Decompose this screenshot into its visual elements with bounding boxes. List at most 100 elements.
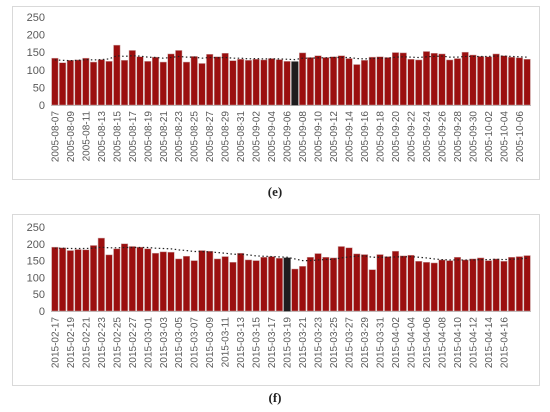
bar xyxy=(244,259,252,312)
bar xyxy=(198,250,206,312)
x-tick-label: 2005-10-06 xyxy=(515,111,526,163)
x-tick-label: 2015-03-25 xyxy=(329,317,340,369)
x-tick-label: 2015-03-19 xyxy=(283,317,294,369)
x-tick-label: 2005-08-13 xyxy=(97,111,108,163)
bar xyxy=(291,268,299,312)
x-tick-label: 2015-04-14 xyxy=(484,317,495,369)
y-tick-label: 0 xyxy=(39,100,45,112)
bar xyxy=(221,256,229,312)
bar xyxy=(407,254,415,312)
x-tick-label: 2015-03-31 xyxy=(376,317,387,369)
bar xyxy=(461,259,469,312)
bar xyxy=(190,260,198,312)
bar xyxy=(136,56,144,106)
bar xyxy=(74,249,82,312)
bar xyxy=(477,257,485,312)
x-tick-label: 2015-03-27 xyxy=(345,317,356,369)
bar xyxy=(260,59,268,106)
bar xyxy=(260,256,268,312)
bar xyxy=(113,248,121,312)
x-tick-label: 2005-08-11 xyxy=(81,111,92,162)
bar xyxy=(213,258,221,312)
bar xyxy=(175,50,183,106)
bar xyxy=(515,256,523,312)
bar xyxy=(322,256,330,312)
bar xyxy=(268,256,276,312)
bar xyxy=(353,253,361,312)
bar xyxy=(213,56,221,106)
x-tick-label: 2015-04-06 xyxy=(422,317,433,369)
x-tick-label: 2005-08-23 xyxy=(174,111,185,163)
bar xyxy=(368,56,376,106)
bar xyxy=(492,53,500,106)
bar xyxy=(330,257,338,312)
x-tick-label: 2005-09-02 xyxy=(252,111,263,163)
caption-f: (f) xyxy=(268,390,282,405)
x-tick-label: 2005-09-24 xyxy=(422,111,433,163)
bar xyxy=(314,55,322,106)
bar xyxy=(136,246,144,312)
bar xyxy=(438,259,446,312)
x-tick-label: 2015-02-25 xyxy=(112,317,123,369)
x-tick-label: 2015-03-17 xyxy=(267,317,278,369)
x-tick-label: 2015-04-08 xyxy=(437,317,448,369)
bar xyxy=(159,61,167,106)
x-tick-label: 2015-03-09 xyxy=(205,317,216,369)
bar xyxy=(59,247,67,312)
bar xyxy=(182,255,190,312)
bar xyxy=(283,257,291,312)
bar xyxy=(283,61,291,106)
bar xyxy=(399,52,407,106)
x-tick-label: 2005-08-17 xyxy=(128,111,139,163)
x-tick-label: 2005-09-20 xyxy=(391,111,402,163)
bar xyxy=(159,251,167,312)
x-tick-label: 2015-03-15 xyxy=(252,317,263,369)
bar xyxy=(152,252,160,312)
bar xyxy=(384,256,392,312)
bar xyxy=(469,54,477,106)
x-tick-label: 2005-09-08 xyxy=(298,111,309,163)
bar xyxy=(345,58,353,106)
bar xyxy=(484,260,492,312)
bar xyxy=(368,269,376,312)
x-tick-label: 2005-09-14 xyxy=(345,111,356,163)
x-tick-label: 2015-04-16 xyxy=(499,317,510,369)
x-tick-label: 2015-03-29 xyxy=(360,317,371,369)
bar xyxy=(392,250,400,312)
bar xyxy=(415,261,423,312)
bar xyxy=(167,251,175,312)
bar xyxy=(492,258,500,312)
bar xyxy=(461,51,469,106)
bar xyxy=(314,253,322,312)
bar xyxy=(484,56,492,106)
bar xyxy=(206,54,214,106)
chart-f: 0 50 100 150 200 250 2015-02-17 2015-02-19 2015-… xyxy=(27,222,531,369)
bar xyxy=(361,254,369,312)
bar xyxy=(74,59,82,106)
bar xyxy=(121,243,129,312)
trend-line xyxy=(54,246,528,262)
x-tick-label: 2005-10-02 xyxy=(484,111,495,163)
x-tick-label: 2005-08-09 xyxy=(66,111,77,163)
chart-panel-f: 0 50 100 150 200 250 2015-02-17 2015-02-19 2015-… xyxy=(12,214,540,386)
y-tick-label: 150 xyxy=(27,47,45,59)
x-tick-label: 2015-03-21 xyxy=(298,317,309,369)
bar xyxy=(82,249,90,312)
bar xyxy=(175,258,183,312)
x-tick-label: 2005-09-12 xyxy=(329,111,340,163)
x-tick-label: 2015-04-10 xyxy=(453,317,464,369)
chart-e: 0 50 100 150 200 250 2005-08-07 2005-08-09 2005-… xyxy=(27,12,531,163)
bar xyxy=(430,262,438,312)
bar xyxy=(90,245,98,312)
y-tick-label: 50 xyxy=(33,82,45,94)
bar xyxy=(244,60,252,106)
bar xyxy=(144,248,152,312)
bar xyxy=(353,64,361,106)
bar xyxy=(66,60,74,106)
bar xyxy=(515,57,523,106)
bar xyxy=(299,52,307,106)
y-tick-label: 200 xyxy=(27,30,45,42)
x-tick-label: 2005-09-18 xyxy=(376,111,387,163)
x-tick-label: 2015-03-01 xyxy=(143,317,154,369)
bar xyxy=(337,246,345,312)
